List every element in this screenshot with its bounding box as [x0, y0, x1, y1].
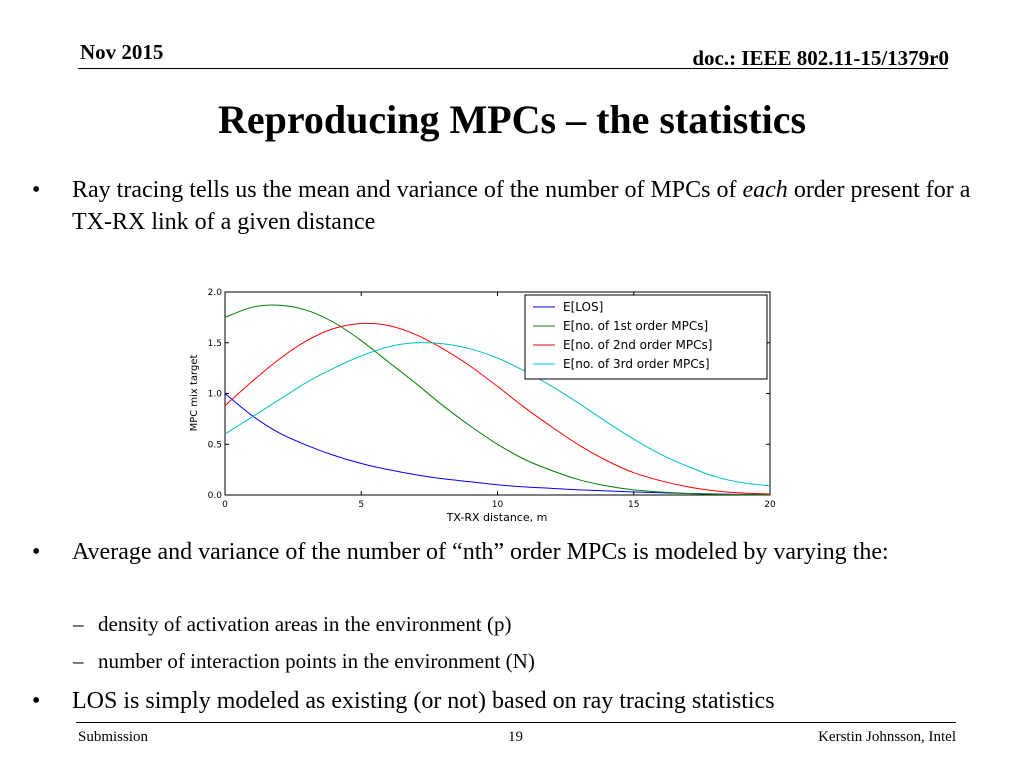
slide-title: Reproducing MPCs – the statistics: [217, 97, 807, 142]
y-tick-label: 2.0: [208, 288, 223, 298]
bullet-glyph: •: [32, 539, 41, 565]
footer-rule: [76, 722, 956, 723]
bullet-text: Average and variance of the number of “n…: [72, 539, 889, 565]
x-tick-label: 20: [764, 500, 776, 510]
header-date: Nov 2015: [80, 40, 164, 64]
bullet-ray-tracing: • Ray tracing tells us the mean and vari…: [32, 174, 1002, 238]
y-tick-label: 0.0: [208, 491, 223, 501]
subbullet-density: – density of activation areas in the env…: [73, 610, 512, 638]
footer-author: Kerstin Johnsson, Intel: [818, 729, 956, 745]
x-axis-label: TX-RX distance, m: [446, 511, 548, 524]
y-tick-label: 1.5: [208, 339, 222, 349]
series-line-4: [224, 342, 771, 487]
series-line-2: [224, 304, 771, 496]
x-tick-label: 0: [222, 500, 228, 510]
series-line-3: [224, 322, 771, 495]
subbullet-text: number of interaction points in the envi…: [98, 649, 535, 673]
y-tick-label: 1.0: [208, 390, 223, 400]
footer-page-number: 19: [508, 729, 523, 745]
header-rule: [78, 68, 948, 69]
bullet-text: LOS is simply modeled as existing (or no…: [72, 688, 775, 714]
legend-box: [524, 294, 768, 380]
footer-submission: Submission: [78, 729, 149, 745]
bullet-glyph: •: [32, 688, 41, 714]
dash-glyph: –: [73, 612, 84, 636]
dash-glyph: –: [73, 649, 84, 673]
bullet-los: • LOS is simply modeled as existing (or …: [32, 685, 775, 717]
legend-label-2: E[no. of 1st order MPCs]: [563, 319, 708, 333]
mpc-mix-chart: 0 5 10 15 20 0.0 0.5 1.0 1.5 2.0 E[LOS] E[no. of 1s…: [183, 280, 783, 525]
subbullet-interaction-points: – number of interaction points in the en…: [73, 647, 535, 675]
bullet-text-emphasis: each: [742, 177, 788, 203]
x-tick-label: 5: [358, 500, 364, 510]
header-document-id: doc.: IEEE 802.11-15/1379r0: [692, 46, 949, 70]
legend-label-3: E[no. of 2nd order MPCs]: [563, 338, 712, 352]
x-tick-label: 10: [492, 500, 504, 510]
bullet-text-pre: Ray tracing tells us the mean and varian…: [72, 177, 743, 203]
plot-area: 0 5 10 15 20 0.0 0.5 1.0 1.5 2.0 E[LOS] E[no. of 1s…: [208, 288, 776, 510]
bullet-text-post: order present for a TX-RX link of a give…: [72, 177, 971, 235]
x-tick-label: 15: [628, 500, 639, 510]
bullet-glyph: •: [32, 177, 41, 203]
chart-svg: 0 5 10 15 20 0.0 0.5 1.0 1.5 2.0 E[LOS] E[no. of 1s…: [189, 288, 776, 524]
y-tick-label: 0.5: [208, 440, 222, 450]
bullet-average-variance: • Average and variance of the number of …: [32, 536, 952, 568]
legend-label-4: E[no. of 3rd order MPCs]: [563, 357, 710, 371]
legend-label-1: E[LOS]: [563, 300, 603, 314]
subbullet-text: density of activation areas in the envir…: [98, 612, 512, 636]
y-axis-label: MPC mix target: [189, 355, 200, 432]
